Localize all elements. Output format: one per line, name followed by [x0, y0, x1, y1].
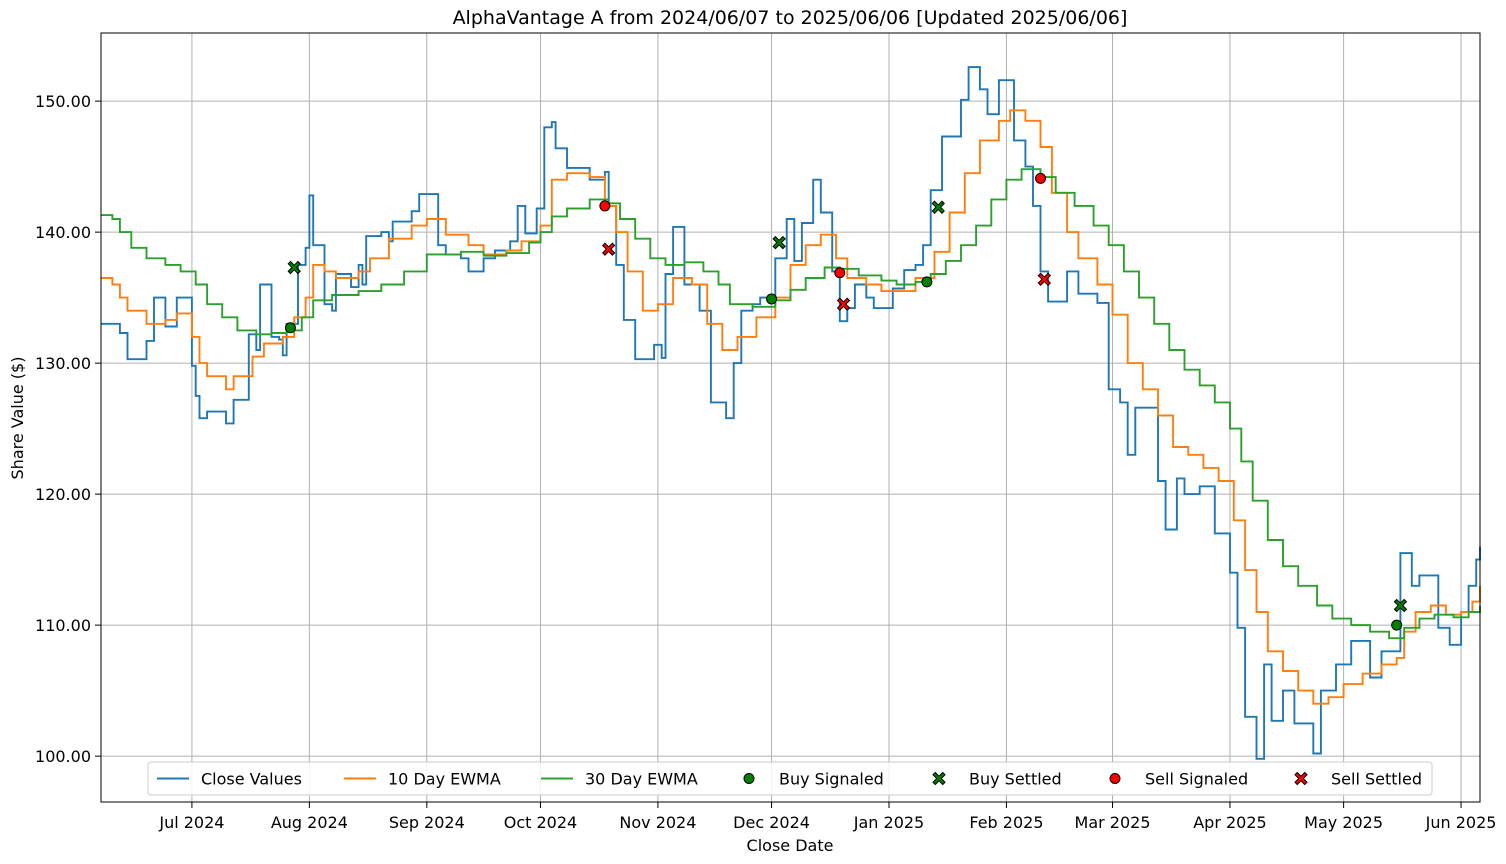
x-tick-label: Nov 2024 — [619, 813, 696, 832]
y-tick-label: 140.00 — [35, 223, 91, 242]
x-tick-label: Mar 2025 — [1075, 813, 1151, 832]
x-axis-label: Close Date — [747, 836, 834, 855]
legend-box — [147, 761, 1433, 796]
series-layer — [101, 66, 1481, 760]
x-tick-label: Feb 2025 — [969, 813, 1043, 832]
legend-label: Sell Settled — [1331, 770, 1422, 789]
y-tick-label: 150.00 — [35, 92, 91, 111]
legend-label: 10 Day EWMA — [388, 770, 501, 789]
x-tick-label: Apr 2025 — [1193, 813, 1266, 832]
marker-buy-signaled — [921, 276, 933, 288]
y-axis-ticks: 100.00 110.00 120.00 130.00 140.00 150.00 — [35, 92, 101, 766]
marker-buy-settled — [931, 200, 945, 214]
x-tick-label: Oct 2024 — [504, 813, 577, 832]
x-axis-ticks: Jul 2024 Aug 2024 Sep 2024 Oct 2024 Nov 2024… — [158, 802, 1496, 832]
legend-swatch — [1109, 773, 1121, 784]
grid — [101, 33, 1480, 802]
series-line-10-day-ewma — [101, 109, 1481, 705]
y-tick-label: 110.00 — [35, 616, 91, 635]
y-axis-label: Share Value ($) — [8, 357, 27, 480]
x-tick-label: Dec 2024 — [733, 813, 810, 832]
legend-swatch — [1294, 771, 1308, 786]
marker-sell-signaled — [834, 267, 846, 279]
plot-frame — [100, 32, 1481, 803]
legend-label: Close Values — [201, 770, 302, 789]
legend-label: Sell Signaled — [1145, 770, 1248, 789]
x-tick-label: Jun 2025 — [1425, 813, 1497, 832]
legend: Close Values 10 Day EWMA 30 Day EWMA Buy Si… — [147, 761, 1433, 796]
legend-label: Buy Signaled — [779, 770, 884, 789]
marker-buy-signaled — [284, 322, 296, 334]
marker-buy-signaled — [766, 293, 778, 305]
marker-sell-settled — [836, 297, 851, 311]
marker-sell-signaled — [1035, 172, 1047, 184]
legend-label: 30 Day EWMA — [585, 770, 698, 789]
marker-sell-settled — [1037, 272, 1052, 286]
legend-swatch — [743, 773, 755, 784]
marker-buy-settled — [772, 235, 786, 250]
y-tick-label: 100.00 — [35, 747, 91, 766]
marker-sell-settled — [601, 242, 616, 256]
marker-buy-signaled — [1391, 619, 1403, 631]
x-tick-label: Jan 2025 — [853, 813, 924, 832]
chart-title: AlphaVantage A from 2024/06/07 to 2025/0… — [453, 7, 1128, 29]
series-line-30-day-ewma — [101, 168, 1481, 640]
y-tick-label: 120.00 — [35, 485, 91, 504]
marker-buy-settled — [1393, 598, 1408, 613]
series-line-close-values — [101, 66, 1481, 760]
legend-label: Buy Settled — [969, 770, 1062, 789]
marker-layer — [284, 172, 1408, 631]
legend-swatch — [932, 771, 946, 786]
x-tick-label: Aug 2024 — [271, 813, 348, 832]
y-tick-label: 130.00 — [35, 354, 91, 373]
x-tick-label: Sep 2024 — [389, 813, 465, 832]
x-tick-label: Jul 2024 — [158, 813, 224, 832]
x-tick-label: May 2025 — [1304, 813, 1383, 832]
marker-buy-settled — [287, 260, 301, 275]
marker-sell-signaled — [599, 200, 611, 212]
